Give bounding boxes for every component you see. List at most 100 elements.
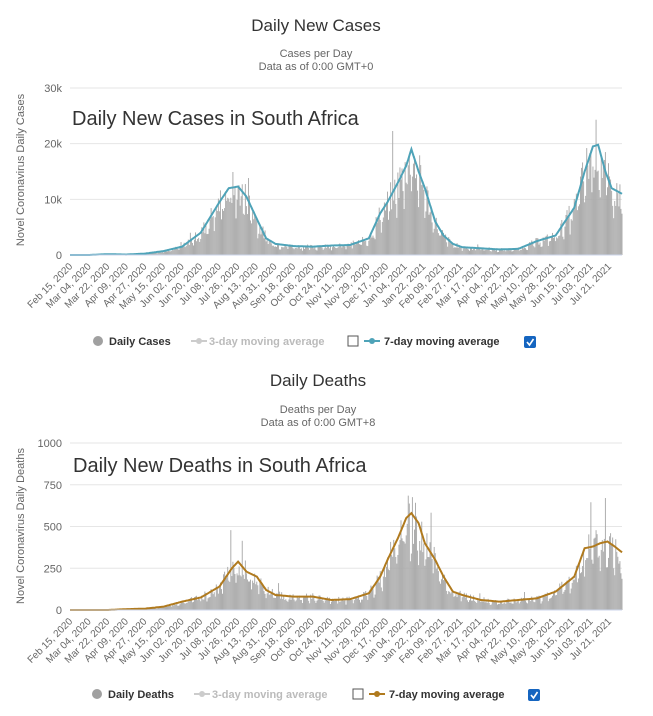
daily-bar xyxy=(218,211,220,255)
three-day-checkbox-deaths[interactable] xyxy=(352,688,364,700)
daily-bar xyxy=(188,244,190,255)
daily-bar xyxy=(589,153,591,255)
daily-bar xyxy=(619,184,621,255)
daily-bar xyxy=(475,250,477,255)
daily-bar xyxy=(154,252,156,255)
daily-bar xyxy=(601,540,603,610)
daily-bar xyxy=(205,593,207,610)
daily-bar xyxy=(528,243,530,255)
daily-bar xyxy=(356,242,358,255)
daily-bar xyxy=(320,245,322,255)
seven-day-checkbox[interactable] xyxy=(524,336,536,348)
daily-bar xyxy=(409,174,411,255)
daily-bar xyxy=(424,565,426,610)
daily-bar xyxy=(198,237,200,255)
daily-bar xyxy=(457,247,459,255)
daily-bar xyxy=(519,249,521,255)
daily-bar xyxy=(351,599,353,610)
daily-bar xyxy=(234,574,236,610)
daily-bar xyxy=(350,242,352,255)
daily-bar xyxy=(349,599,351,610)
daily-bar xyxy=(575,565,577,610)
daily-bar xyxy=(462,248,464,255)
daily-bar xyxy=(249,581,250,610)
three-day-checkbox[interactable] xyxy=(347,335,359,347)
daily-bar xyxy=(489,251,491,255)
legend-item-7day-avg-deaths[interactable]: 7-day moving average xyxy=(369,689,505,701)
legend-item-3day-avg[interactable]: 3-day moving average xyxy=(191,336,325,348)
daily-bar xyxy=(263,591,265,610)
daily-bar xyxy=(451,591,453,610)
daily-bar xyxy=(242,574,244,610)
daily-bar xyxy=(336,599,338,610)
daily-bar xyxy=(266,593,268,610)
daily-bar xyxy=(533,246,535,255)
daily-bar xyxy=(169,606,171,610)
daily-bar xyxy=(345,604,347,610)
daily-cases-dot-icon xyxy=(93,336,103,346)
daily-bar xyxy=(615,205,617,255)
daily-bar xyxy=(164,251,166,255)
daily-bar xyxy=(290,245,292,255)
cases-legend: Daily Cases 3-day moving average 7-day m… xyxy=(93,335,536,348)
daily-bar xyxy=(561,581,563,610)
seven-day-checkbox-deaths[interactable] xyxy=(528,689,540,701)
daily-bar xyxy=(490,604,492,610)
seven-day-average-line xyxy=(70,143,623,256)
daily-bar xyxy=(337,247,339,255)
y-tick-label: 0 xyxy=(56,605,62,617)
daily-bar xyxy=(152,607,154,610)
daily-bar xyxy=(516,249,518,255)
daily-bar xyxy=(293,599,295,610)
deaths-chart-subtitle-line1: Deaths per Day xyxy=(280,404,357,416)
daily-bar xyxy=(296,248,298,255)
daily-bar xyxy=(613,568,615,610)
daily-bar xyxy=(258,594,260,610)
daily-bar xyxy=(213,231,215,255)
daily-bar xyxy=(253,219,255,255)
daily-bar xyxy=(614,200,616,255)
daily-bar xyxy=(299,599,301,610)
daily-bar xyxy=(519,601,521,610)
daily-bar xyxy=(381,221,383,255)
daily-bar xyxy=(536,237,538,255)
daily-bar xyxy=(298,246,300,255)
daily-bar xyxy=(555,241,557,255)
daily-bar xyxy=(190,597,192,610)
daily-bar xyxy=(477,244,479,255)
legend-item-daily-deaths[interactable]: Daily Deaths xyxy=(92,689,174,701)
daily-bar xyxy=(293,249,295,255)
daily-bar xyxy=(204,591,206,610)
daily-bar xyxy=(387,191,388,255)
daily-bar xyxy=(475,601,477,610)
daily-bar xyxy=(419,541,421,610)
daily-bar xyxy=(398,544,400,610)
seven-day-dot-icon xyxy=(374,691,380,697)
daily-bar xyxy=(286,600,288,610)
daily-bar xyxy=(368,240,370,255)
daily-bar xyxy=(603,538,605,610)
daily-bar xyxy=(396,217,398,255)
cases-chart-subtitle-line1: Cases per Day xyxy=(280,48,353,60)
daily-bar xyxy=(326,244,328,255)
daily-bar xyxy=(297,245,299,255)
daily-bar xyxy=(598,190,600,255)
daily-bar xyxy=(229,581,231,610)
daily-bar xyxy=(391,554,393,610)
daily-bar xyxy=(319,245,321,255)
daily-bar xyxy=(488,602,490,610)
legend-item-7day-avg[interactable]: 7-day moving average xyxy=(364,336,500,348)
daily-bar xyxy=(392,556,394,610)
daily-bar xyxy=(521,246,523,255)
daily-bar xyxy=(345,249,347,255)
daily-bar xyxy=(435,217,437,255)
daily-bar xyxy=(223,210,225,255)
daily-bar xyxy=(536,596,538,610)
daily-bar xyxy=(597,557,599,610)
daily-bar xyxy=(560,223,562,255)
legend-item-3day-avg-deaths[interactable]: 3-day moving average xyxy=(194,689,328,701)
legend-item-daily-cases[interactable]: Daily Cases xyxy=(93,336,171,348)
daily-bar xyxy=(509,250,511,255)
daily-bar xyxy=(517,599,519,610)
daily-bar xyxy=(331,601,332,610)
